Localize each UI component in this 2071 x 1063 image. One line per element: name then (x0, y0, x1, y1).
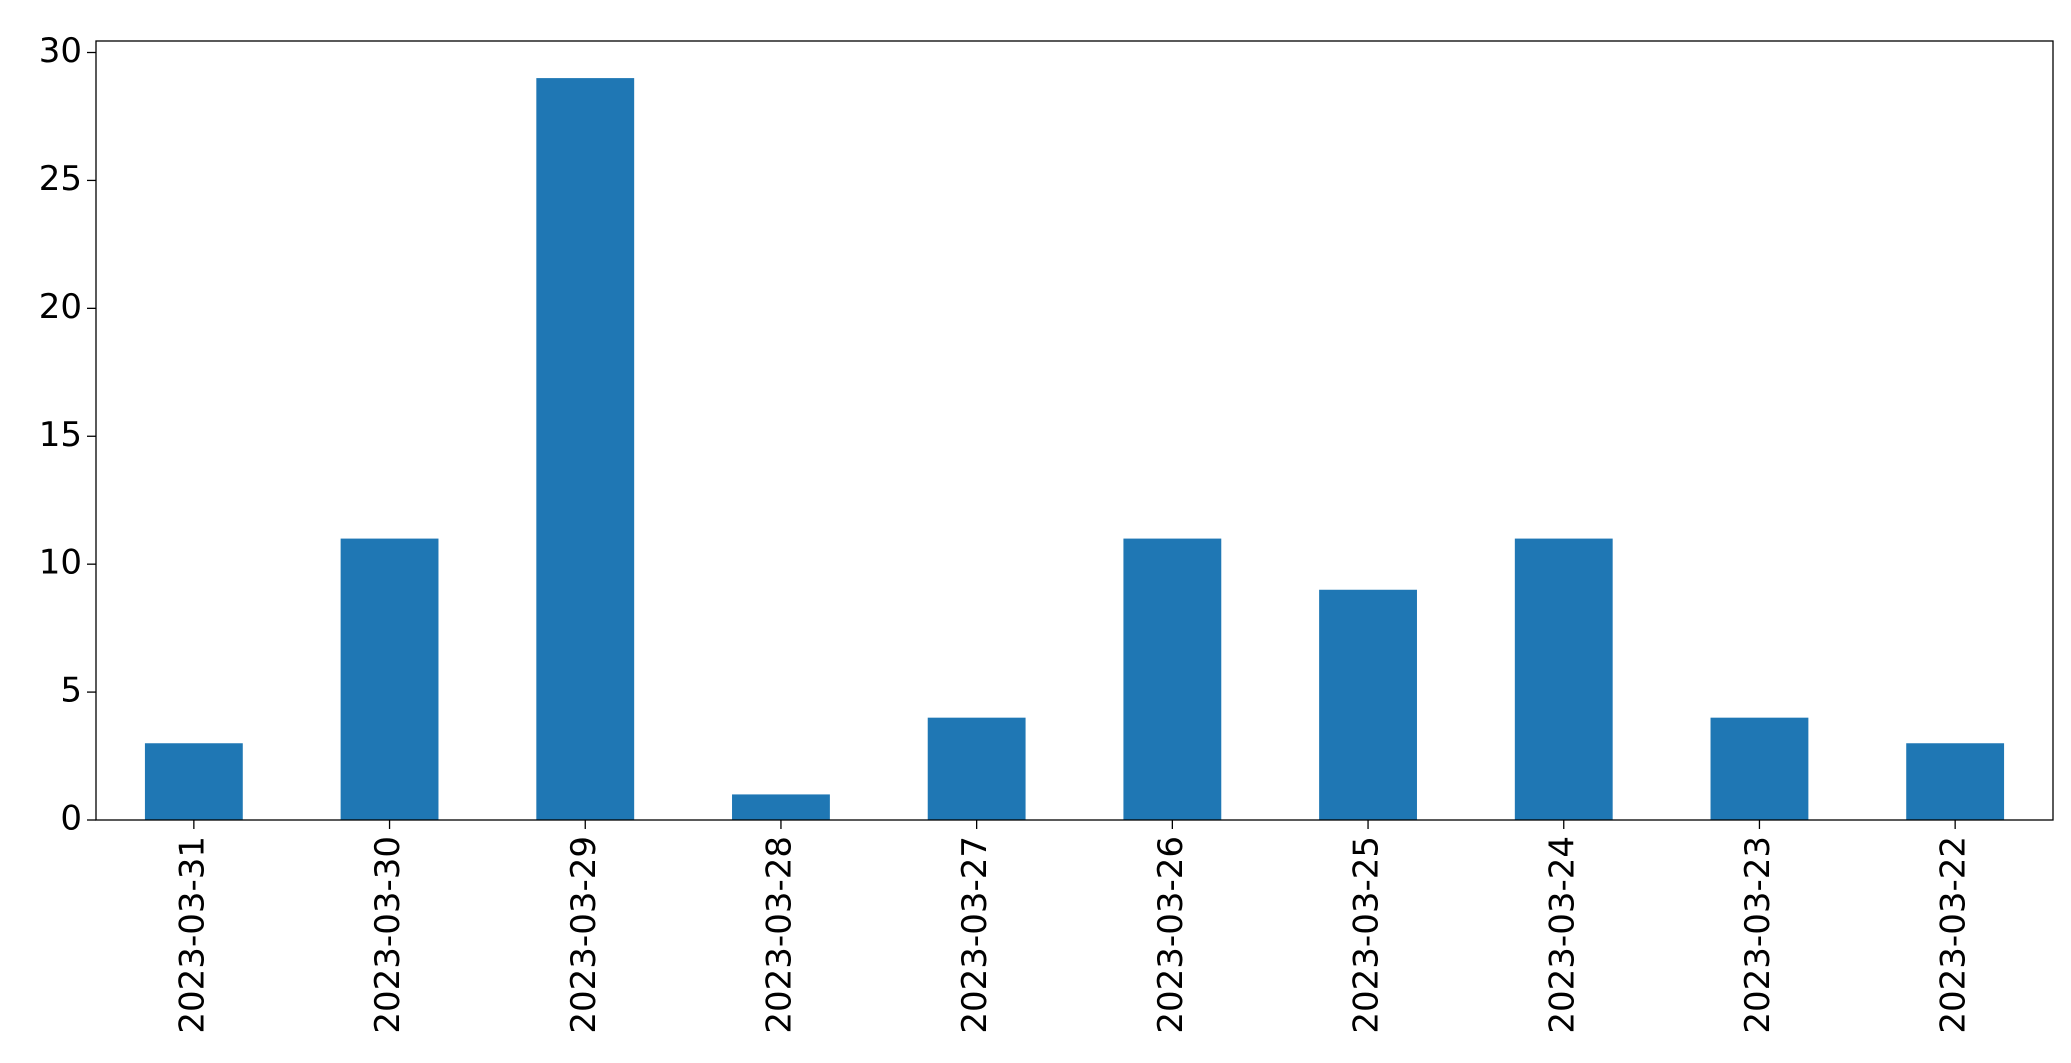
bar (927, 717, 1026, 820)
y-tick-label: 30 (39, 31, 82, 71)
bar (536, 78, 635, 821)
x-tick-label: 2023-03-24 (1542, 836, 1582, 1034)
bar (1906, 743, 2005, 820)
y-tick-label: 10 (39, 543, 82, 583)
x-tick-label: 2023-03-30 (368, 836, 408, 1034)
x-tick-label: 2023-03-31 (172, 836, 212, 1034)
y-tick-label: 0 (60, 799, 82, 839)
x-tick-label: 2023-03-27 (955, 836, 995, 1034)
x-tick-label: 2023-03-26 (1151, 836, 1191, 1034)
bar (1319, 589, 1417, 820)
x-tick-label: 2023-03-22 (1934, 836, 1974, 1034)
y-tick-label: 5 (60, 671, 82, 711)
x-tick-label: 2023-03-25 (1347, 836, 1387, 1034)
bar (340, 538, 439, 820)
y-tick-label: 15 (39, 415, 82, 455)
bar (1710, 717, 1809, 820)
y-tick-label: 20 (39, 287, 82, 327)
plot-frame (95, 40, 2054, 821)
x-tick-label: 2023-03-23 (1738, 836, 1778, 1034)
bar (732, 794, 830, 820)
x-tick-label: 2023-03-29 (564, 836, 604, 1034)
y-tick-label: 25 (39, 159, 82, 199)
bar (1514, 538, 1613, 820)
x-tick-label: 2023-03-28 (759, 836, 799, 1034)
bar (144, 743, 243, 820)
bar (1123, 538, 1222, 820)
